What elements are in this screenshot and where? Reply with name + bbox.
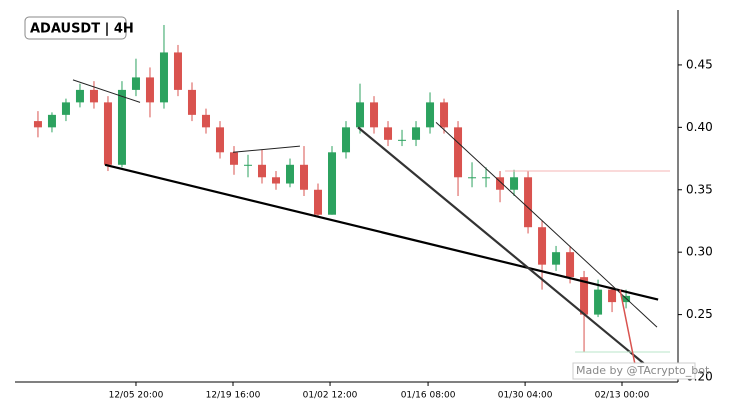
y-tick-label: 0.40 [686, 120, 713, 134]
chart-title: ADAUSDT | 4H [30, 22, 134, 37]
x-tick-label: 01/02 12:00 [303, 391, 358, 401]
y-tick-label: 0.45 [686, 57, 713, 71]
x-tick-label: 02/13 00:00 [595, 391, 650, 401]
watermark-box [572, 362, 696, 380]
x-tick-label: 12/05 20:00 [109, 391, 164, 401]
y-tick-label: 0.35 [686, 182, 713, 196]
trend-line [232, 145, 300, 153]
trend-line [104, 163, 659, 301]
trend-line [357, 126, 646, 366]
watermark: Made by @TAcrypto_bot [576, 364, 710, 377]
x-tick-label: 12/19 16:00 [206, 391, 261, 401]
trend-line [619, 289, 636, 365]
trend-line [435, 121, 658, 328]
title-box [24, 16, 127, 40]
x-tick-label: 01/16 08:00 [401, 391, 456, 401]
trend-line [72, 79, 141, 103]
x-tick-label: 01/30 04:00 [498, 391, 553, 401]
y-tick-label: 0.30 [686, 245, 713, 259]
y-tick-label: 0.25 [686, 307, 713, 321]
